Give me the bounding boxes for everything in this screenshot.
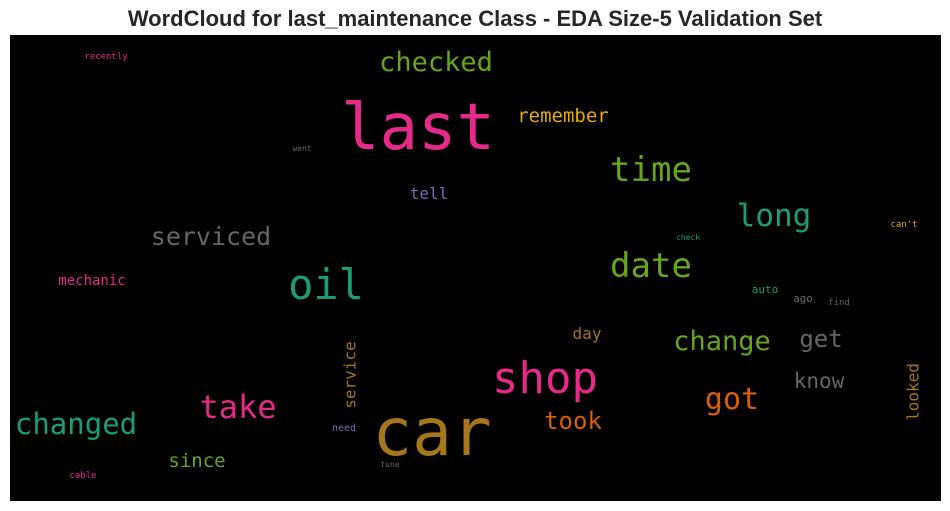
word-auto: auto <box>752 283 779 296</box>
word-change: change <box>673 326 771 357</box>
wordcloud-canvas: last car shop oil date time checked long changed… <box>10 35 941 501</box>
word-know: know <box>794 369 845 393</box>
word-tell: tell <box>410 184 449 203</box>
word-mechanic: mechanic <box>58 273 125 289</box>
word-date: date <box>610 246 692 286</box>
word-oil: oil <box>288 260 364 309</box>
word-shop: shop <box>492 353 598 404</box>
word-ago: ago <box>793 292 813 305</box>
word-car: car <box>372 394 491 471</box>
word-checked: checked <box>379 47 493 78</box>
word-went: went <box>292 144 311 153</box>
word-remember: remember <box>517 105 609 127</box>
word-last: last <box>341 91 495 165</box>
word-since: since <box>168 450 225 472</box>
word-looked: looked <box>904 363 923 421</box>
chart-title: WordCloud for last_maintenance Class - E… <box>127 6 823 31</box>
word-check: check <box>676 233 700 242</box>
word-serviced: serviced <box>151 222 271 251</box>
word-get: get <box>799 325 842 353</box>
word-tune: tune <box>380 460 399 469</box>
word-day: day <box>573 324 602 343</box>
word-take: take <box>199 388 276 426</box>
word-cable: cable <box>69 471 96 481</box>
word-cant: can't <box>890 220 917 230</box>
word-recently: recently <box>84 52 128 62</box>
word-service: service <box>341 341 360 408</box>
wordcloud-background <box>10 35 941 501</box>
word-time: time <box>610 150 692 190</box>
word-got: got <box>705 382 759 417</box>
word-need: need <box>332 423 356 434</box>
word-took: took <box>544 407 602 435</box>
word-changed: changed <box>15 407 137 441</box>
word-long: long <box>737 198 812 234</box>
word-find: find <box>828 298 850 308</box>
